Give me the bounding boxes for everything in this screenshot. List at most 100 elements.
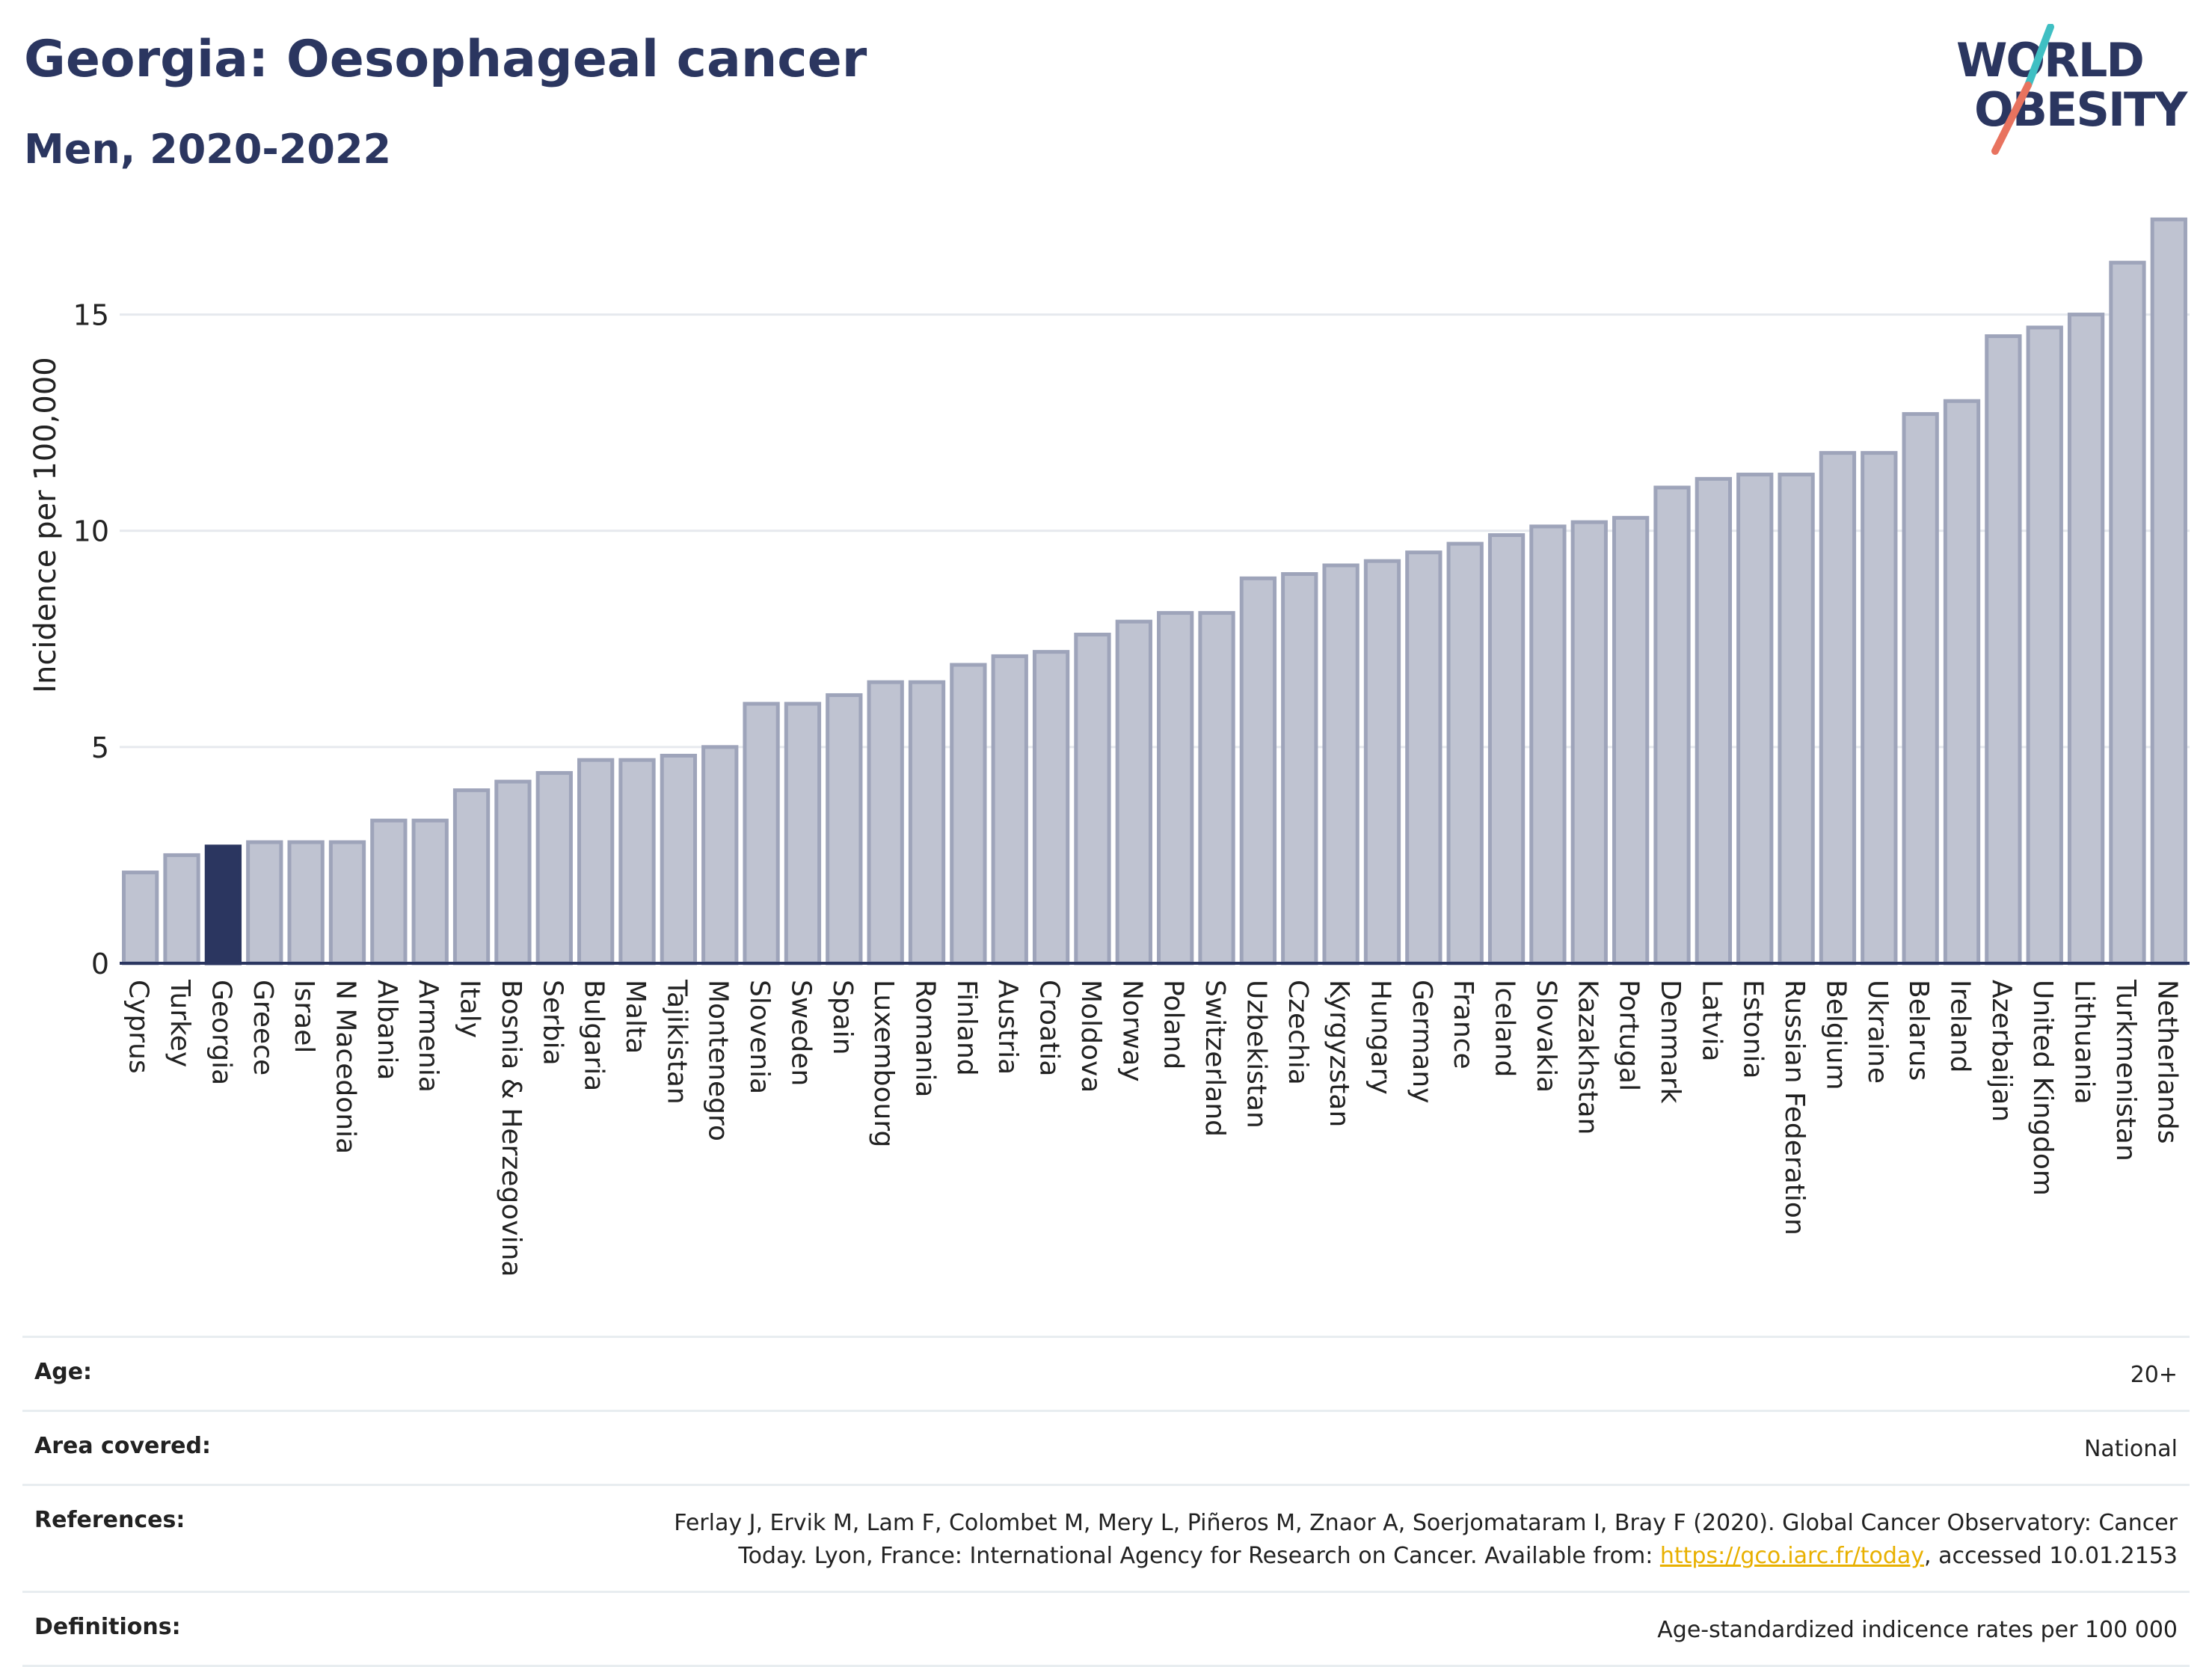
y-tick-label: 15: [73, 299, 109, 332]
x-tick-label: Sweden: [785, 980, 816, 1086]
bar-united-kingdom: [2026, 325, 2063, 965]
meta-row-age: Age: 20+: [22, 1336, 2190, 1410]
y-tick-label: 5: [91, 731, 109, 764]
bar-ukraine: [1861, 451, 1898, 965]
x-tick-label: Belgium: [1820, 980, 1851, 1090]
references-line1: Ferlay J, Ervik M, Lam F, Colombet M, Me…: [674, 1510, 2178, 1536]
bar-lithuania: [2067, 313, 2105, 965]
x-tick-label: Poland: [1158, 980, 1189, 1069]
x-tick-label: Tajikistan: [661, 979, 692, 1105]
x-tick-label: Portugal: [1614, 980, 1644, 1091]
references-line2-end: , accessed 10.01.2153: [1924, 1543, 2178, 1569]
y-axis-label: Incidence per 100,000: [28, 357, 63, 693]
x-tick-label: Turkey: [165, 979, 195, 1067]
x-tick-label: Slovakia: [1531, 980, 1561, 1093]
logo-slash-coral-icon: [1991, 82, 2032, 155]
bar-malta: [618, 758, 656, 965]
bar-netherlands: [2150, 217, 2187, 965]
x-tick-label: Israel: [289, 980, 319, 1053]
bar-montenegro: [701, 745, 739, 965]
bar-turkey: [163, 853, 200, 965]
y-tick-label: 10: [73, 515, 109, 548]
references-line2: Today. Lyon, France: International Agenc…: [738, 1543, 1660, 1569]
meta-age-value: 20+: [2130, 1362, 2178, 1388]
x-tick-label: Ireland: [1945, 980, 1976, 1073]
x-tick-label: Greece: [248, 980, 278, 1075]
x-tick-label: Austria: [992, 980, 1023, 1075]
meta-row-references: References: Ferlay J, Ervik M, Lam F, Co…: [22, 1484, 2190, 1591]
bar-bosnia-herzegovina: [494, 779, 532, 965]
bar-sweden: [784, 702, 822, 965]
bars: [122, 217, 2187, 965]
bar-latvia: [1695, 476, 1733, 965]
bar-slovakia: [1529, 524, 1567, 965]
bar-germany: [1405, 550, 1443, 965]
bar-albania: [370, 818, 408, 965]
bar-denmark: [1653, 485, 1691, 965]
bar-belarus: [1902, 412, 1939, 965]
bar-poland: [1157, 611, 1194, 965]
x-tick-label: Denmark: [1655, 980, 1686, 1104]
x-tick-label: Azerbaijan: [1986, 980, 2017, 1122]
bar-switzerland: [1198, 611, 1235, 965]
bar-iceland: [1487, 532, 1526, 965]
x-tick-label: Germany: [1407, 980, 1437, 1103]
y-tick-labels: 0 5 10 15: [73, 299, 109, 980]
bar-finland: [950, 663, 987, 965]
bar-czechia: [1281, 572, 1318, 965]
x-tick-label: Malta: [620, 980, 651, 1054]
x-tick-label: Kyrgyzstan: [1324, 980, 1354, 1127]
x-tick-label: Moldova: [1075, 980, 1106, 1093]
bar-kazakhstan: [1570, 520, 1608, 965]
meta-area-value: National: [2083, 1436, 2178, 1462]
meta-age-label: Age:: [34, 1359, 93, 1385]
logo-text-world: WORLD: [1956, 33, 2143, 88]
meta-references-label: References:: [34, 1507, 185, 1533]
bar-hungary: [1363, 559, 1401, 965]
x-tick-label: Netherlands: [2151, 980, 2182, 1143]
world-obesity-logo: WORLD OBESITY: [1956, 24, 2190, 155]
page-title: Georgia: Oesophageal cancer: [24, 30, 867, 89]
x-tick-label: Slovenia: [744, 980, 775, 1094]
x-tick-label: Romania: [910, 980, 941, 1097]
bar-moldova: [1074, 633, 1111, 965]
bar-austria: [991, 654, 1028, 965]
bar-bulgaria: [577, 758, 615, 965]
x-tick-label: Lithuania: [2069, 980, 2100, 1105]
x-tick-label: Spain: [827, 980, 858, 1055]
bar-croatia: [1032, 650, 1070, 965]
references-link[interactable]: https://gco.iarc.fr/today: [1659, 1543, 1925, 1569]
x-tick-label: France: [1448, 980, 1478, 1069]
x-tick-label: Armenia: [413, 980, 443, 1093]
x-tick-label: Turkmenistan: [2110, 979, 2141, 1161]
bar-luxembourg: [867, 680, 904, 965]
page-subtitle: Men, 2020-2022: [24, 126, 392, 173]
bar-georgia: [204, 844, 242, 965]
x-tick-label: Kazakhstan: [1572, 980, 1603, 1135]
bar-cyprus: [122, 871, 159, 965]
x-tick-label: Hungary: [1365, 980, 1395, 1095]
y-tick-label: 0: [91, 948, 109, 980]
x-tick-label: Bosnia & Herzegovina: [496, 980, 526, 1277]
x-tick-label: Czechia: [1282, 980, 1313, 1085]
bar-uzbekistan: [1239, 576, 1277, 965]
x-tick-label: Ukraine: [1862, 980, 1893, 1084]
x-tick-label: N Macedonia: [330, 980, 360, 1154]
x-tick-label: Italy: [455, 980, 485, 1038]
x-tick-label: Russian Federation: [1779, 980, 1810, 1235]
meta-references-value: Ferlay J, Ervik M, Lam F, Colombet M, Me…: [674, 1507, 2178, 1573]
x-tick-label: Luxembourg: [868, 980, 899, 1147]
meta-row-definitions: Definitions: Age-standardized indicence …: [22, 1591, 2190, 1667]
bar-serbia: [535, 771, 573, 965]
meta-area-label: Area covered:: [34, 1433, 211, 1459]
bar-romania: [908, 680, 946, 965]
x-tick-label: Finland: [951, 980, 982, 1076]
bar-chart: 0 5 10 15 Cyprus Turkey Georgia Greece Israel N …: [28, 217, 2190, 1277]
bar-slovenia: [743, 702, 780, 965]
meta-definitions-label: Definitions:: [34, 1614, 181, 1640]
x-tick-label: Albania: [372, 980, 402, 1080]
meta-row-area: Area covered: National: [22, 1410, 2190, 1484]
bar-greece: [246, 840, 283, 965]
bar-tajikistan: [660, 753, 698, 965]
bar-estonia: [1736, 473, 1774, 965]
